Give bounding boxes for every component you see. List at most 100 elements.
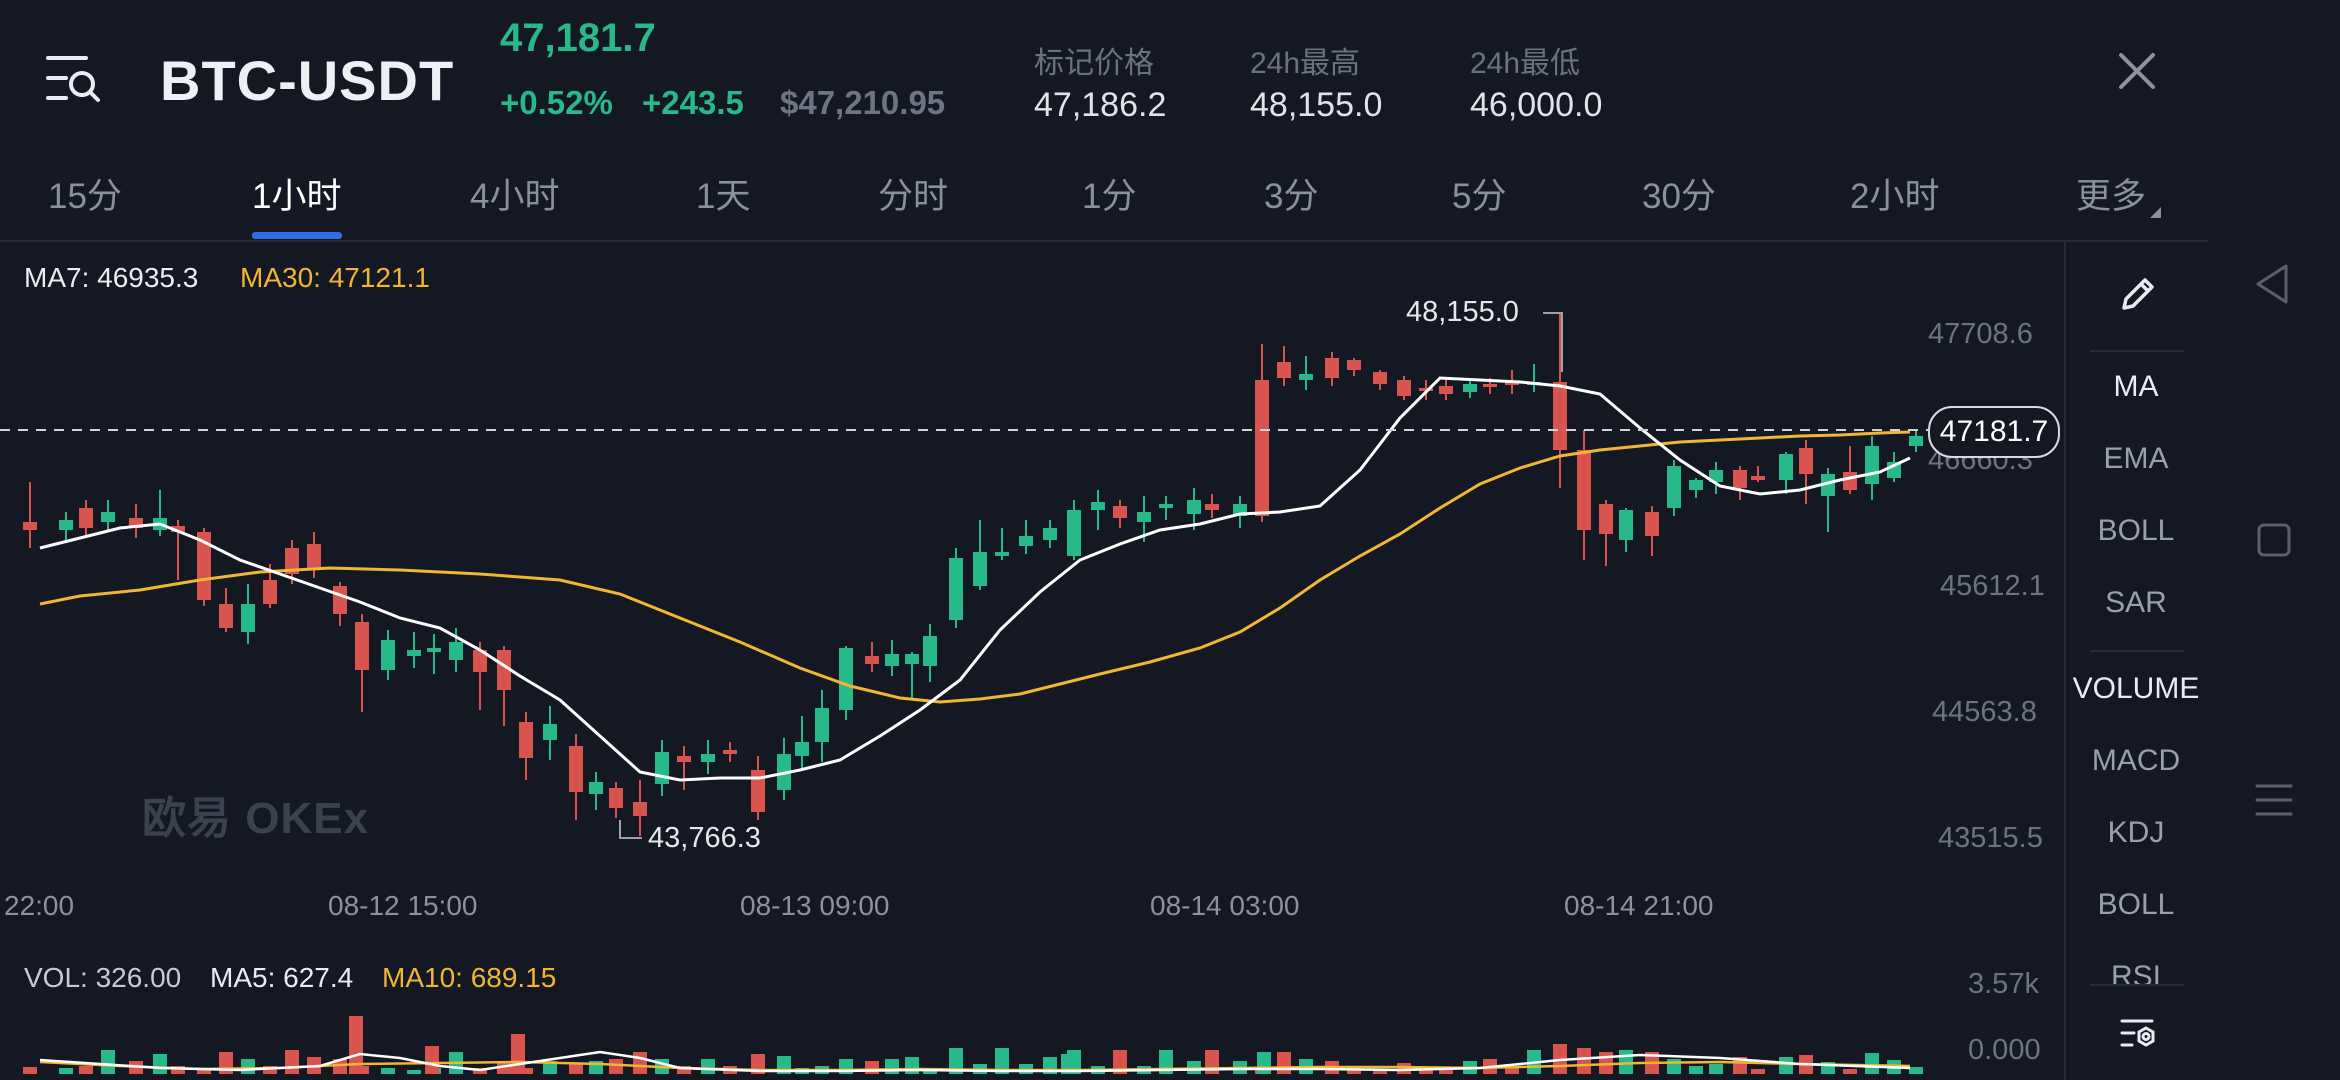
indicator-volume[interactable]: VOLUME [2072,672,2200,705]
candle-body [885,654,899,666]
tab-3m[interactable]: 3分 [1264,177,1319,216]
candle-body [839,648,853,710]
candle-body [995,552,1009,556]
vol-ma5-legend: MA5: 627.4 [210,962,354,993]
caret-down-icon [2150,207,2162,218]
candle-body [1667,466,1681,508]
active-tab-indicator [252,232,342,239]
home-icon[interactable] [2256,522,2292,558]
candle-body [427,648,441,652]
indicator-settings-icon[interactable] [2118,1014,2158,1054]
candle-body [1397,380,1411,396]
volume-bar [1439,1068,1453,1074]
candle-body [1821,474,1835,496]
time-tick: 08-13 09:00 [740,890,890,921]
volume-bar [905,1057,919,1074]
candle-body [101,512,115,522]
candle-body [1159,504,1173,508]
candle-body [1067,510,1081,556]
volume-bar [425,1046,439,1074]
candles-group [23,314,1923,836]
volume-bar [1667,1059,1681,1074]
tab-4h[interactable]: 4小时 [470,177,560,216]
ma7-line [39,376,1911,782]
candle-body [1325,358,1339,378]
indicator-kdj[interactable]: KDJ [2107,816,2165,849]
candle-body [1205,504,1219,510]
candle-body [519,722,533,758]
change-amount: +243.5 [642,84,744,121]
time-tick: 08-14 03:00 [1150,890,1300,921]
candle-body [633,802,647,816]
candle-body [1255,380,1269,516]
volume-bar [171,1066,185,1074]
volume-bar [1113,1050,1127,1074]
tab-more[interactable]: 更多 [2076,168,2162,219]
tab-30m[interactable]: 30分 [1642,177,1716,216]
tab-1m[interactable]: 1分 [1082,177,1137,216]
indicator-macd[interactable]: MACD [2091,744,2181,777]
candle-body [1137,512,1151,522]
candle-body [171,526,185,532]
indicator-divider [2090,650,2184,652]
candle-body [197,532,211,600]
price-tick: 47708.6 [1928,318,2033,350]
candle-body [59,520,73,530]
volume-bar [569,1063,583,1074]
indicator-boll[interactable]: BOLL [2097,514,2175,547]
indicator-boll-sub[interactable]: BOLL [2097,888,2175,921]
volume-bar [1909,1067,1923,1074]
indicator-divider [2090,350,2184,352]
price-tick: 43515.5 [1938,822,2043,854]
volume-bar [1419,1070,1433,1074]
tab-5m[interactable]: 5分 [1452,177,1507,216]
candle-body [1599,504,1613,534]
back-icon[interactable] [2252,262,2292,306]
tab-timeline[interactable]: 分时 [878,177,949,216]
candle-body [865,656,879,664]
candle-body [655,752,669,784]
candlestick-chart[interactable] [0,242,2064,1080]
candle-body [473,650,487,672]
candle-body [1463,384,1477,392]
ma30-legend: MA30: 47121.1 [240,262,430,293]
indicator-rsi[interactable]: RSI [2110,960,2161,986]
candle-body [497,650,511,690]
volume-bar [1619,1050,1633,1074]
pencil-icon[interactable] [2116,272,2160,316]
vol-ma10-legend: MA10: 689.15 [382,962,557,993]
candle-body [701,754,715,762]
indicator-ma[interactable]: MA [2113,370,2159,403]
candle-body [307,544,321,570]
volume-bar [1779,1057,1793,1074]
volume-bars-group [23,1016,1923,1074]
volume-bar [633,1052,647,1074]
volume-bar [101,1050,115,1074]
menu-search-icon[interactable] [44,50,102,108]
volume-bar [1751,1069,1765,1074]
candle-body [219,604,233,628]
volume-bar [949,1048,963,1074]
volume-bar [407,1070,421,1074]
candle-body [1709,470,1723,482]
tab-15m[interactable]: 15分 [48,177,122,216]
tab-2h[interactable]: 2小时 [1850,177,1940,216]
trading-pair-title[interactable]: BTC-USDT [160,49,455,112]
tab-1d[interactable]: 1天 [696,177,751,216]
close-icon[interactable] [2112,46,2162,96]
low-24h-value: 46,000.0 [1470,86,1603,124]
candle-body [723,750,737,754]
candle-body [1439,386,1453,394]
time-tick: 08-14 21:00 [1564,890,1714,921]
okex-watermark: 欧易 OKEx [142,794,370,843]
candle-body [1909,436,1923,446]
tab-1h[interactable]: 1小时 [252,177,342,216]
candle-body [923,636,937,666]
candle-body [973,552,987,586]
mark-price-value: 47,186.2 [1034,86,1167,124]
volume-bar [995,1048,1009,1074]
indicator-ema[interactable]: EMA [2103,442,2169,475]
recents-icon[interactable] [2254,780,2294,820]
candle-body [1799,448,1813,474]
indicator-sar[interactable]: SAR [2105,586,2167,619]
